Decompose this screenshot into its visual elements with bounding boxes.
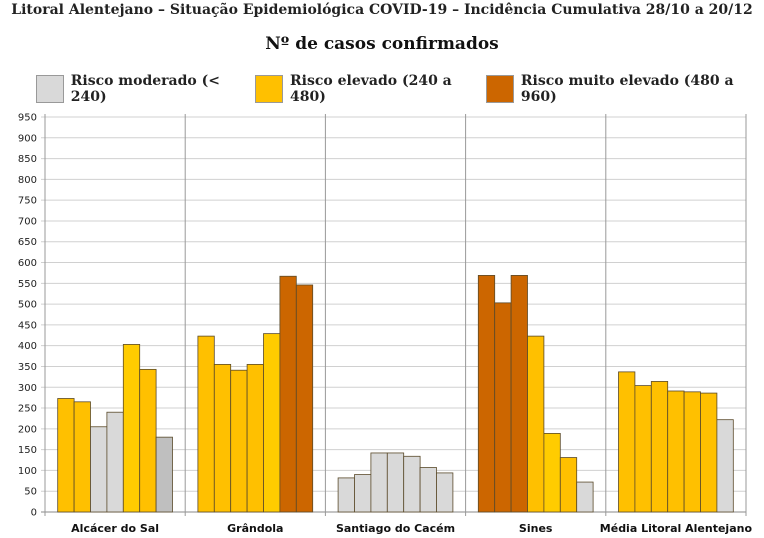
y-tick-label: 900 — [18, 133, 37, 144]
bar — [106, 411, 124, 513]
y-tick-label: 350 — [18, 362, 37, 373]
y-tick-label: 750 — [18, 196, 37, 207]
bar — [667, 390, 685, 513]
bar — [494, 302, 512, 513]
bar — [576, 481, 594, 513]
bar — [90, 426, 108, 513]
bar — [337, 477, 355, 513]
bar — [354, 474, 372, 513]
bar — [618, 371, 636, 513]
y-tick-label: 950 — [18, 113, 37, 124]
y-tick-label: 850 — [18, 154, 37, 165]
chart-title: Nº de casos confirmados — [265, 34, 499, 54]
bar — [246, 363, 264, 513]
bar — [403, 455, 421, 513]
bar — [559, 457, 578, 513]
bar — [543, 433, 561, 513]
legend-item-very-high: Risco muito elevado (480 a 960) — [486, 73, 754, 105]
bar — [370, 452, 388, 513]
bar — [213, 363, 232, 513]
y-tick-label: 50 — [24, 487, 37, 498]
y-tick-label: 450 — [18, 320, 37, 331]
bar — [155, 436, 173, 513]
legend-label-high: Risco elevado (240 a 480) — [290, 73, 452, 105]
y-tick-label: 150 — [18, 445, 37, 456]
bar — [477, 275, 496, 513]
category-label: Média Litoral Alentejano — [600, 522, 753, 535]
bar — [295, 284, 314, 513]
legend: Risco moderado (< 240) Risco elevado (24… — [36, 73, 764, 105]
category-label: Sines — [519, 522, 553, 535]
bar — [510, 275, 528, 513]
legend-swatch-high — [255, 75, 284, 103]
y-tick-label: 100 — [18, 466, 37, 477]
legend-swatch-very-high — [486, 75, 514, 103]
y-tick-label: 400 — [18, 341, 37, 352]
legend-label-moderate: Risco moderado (< 240) — [70, 73, 220, 105]
category-label: Santiago do Cacém — [336, 522, 455, 535]
bar — [650, 381, 669, 513]
y-tick-label: 200 — [18, 424, 37, 435]
y-tick-label: 650 — [18, 237, 37, 248]
bar — [527, 335, 545, 513]
chart-supertitle: Litoral Alentejano – Situação Epidemioló… — [11, 2, 753, 18]
y-tick-label: 700 — [18, 216, 37, 227]
legend-item-high: Risco elevado (240 a 480) — [255, 73, 476, 105]
category-label: Alcácer do Sal — [71, 522, 159, 535]
legend-swatch-moderate — [36, 75, 64, 103]
bar — [122, 344, 141, 513]
bar — [263, 333, 281, 513]
bar — [197, 335, 215, 513]
bar — [436, 472, 454, 513]
bar — [634, 385, 652, 513]
y-tick-label: 0 — [31, 508, 37, 519]
bar — [700, 392, 718, 513]
legend-item-moderate: Risco moderado (< 240) — [36, 73, 245, 105]
y-tick-label: 500 — [18, 300, 37, 311]
category-label: Grândola — [227, 522, 283, 535]
bar — [683, 391, 701, 513]
bar — [139, 368, 157, 513]
y-tick-label: 600 — [18, 258, 37, 269]
bar — [716, 419, 734, 513]
y-tick-label: 250 — [18, 404, 37, 415]
bar — [386, 452, 405, 513]
y-tick-label: 550 — [18, 279, 37, 290]
y-tick-label: 800 — [18, 175, 37, 186]
y-tick-label: 300 — [18, 383, 37, 394]
bar — [279, 275, 297, 513]
bar — [419, 467, 437, 513]
bar — [57, 398, 75, 513]
bar — [73, 401, 91, 513]
bar — [230, 369, 248, 513]
legend-label-very-high: Risco muito elevado (480 a 960) — [520, 73, 734, 105]
